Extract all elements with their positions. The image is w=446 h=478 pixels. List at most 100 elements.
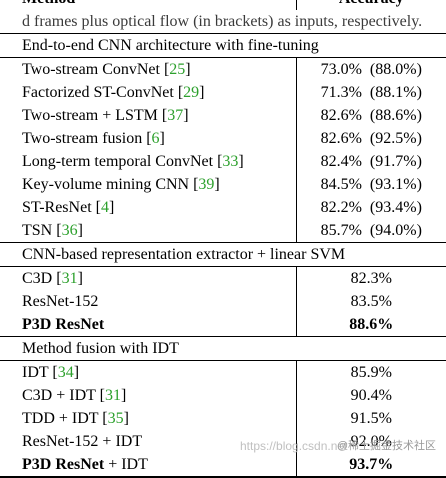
citation-link[interactable]: 34 bbox=[57, 363, 74, 381]
accuracy-value: 82.2% bbox=[320, 198, 362, 216]
method-name: Long-term temporal ConvNet bbox=[22, 152, 214, 170]
method-cell: Two-stream + LSTM [37] bbox=[0, 104, 297, 127]
table-row: ResNet-152 + IDT 92.0% bbox=[0, 430, 446, 453]
citation-link[interactable]: 31 bbox=[104, 386, 121, 404]
accuracy-flow-value: (88.6%) bbox=[369, 106, 422, 124]
header-row: Method Accuracy bbox=[0, 0, 446, 10]
table-row: Two-stream + LSTM [37] 82.6% (88.6%) bbox=[0, 104, 446, 127]
table-row: IDT [34] 85.9% bbox=[0, 360, 446, 385]
table-row: ResNet-152 83.5% bbox=[0, 290, 446, 313]
accuracy-cell: 83.5% bbox=[296, 290, 446, 313]
method-name: P3D ResNet bbox=[22, 315, 105, 333]
accuracy-flow-value: (93.4%) bbox=[369, 198, 422, 216]
accuracy-cell: 90.4% bbox=[296, 384, 446, 407]
section-header: End-to-end CNN architecture with fine-tu… bbox=[0, 33, 446, 58]
section-header: Method fusion with IDT bbox=[0, 336, 446, 361]
method-name: C3D + IDT bbox=[22, 386, 96, 404]
table-row: P3D ResNet 88.6% bbox=[0, 313, 446, 337]
accuracy-value: 91.5% bbox=[350, 409, 392, 427]
header-accuracy: Accuracy bbox=[296, 0, 446, 10]
caption-row: d frames plus optical flow (in brackets)… bbox=[0, 10, 446, 34]
method-name: P3D ResNet bbox=[22, 455, 105, 473]
citation-link[interactable]: 36 bbox=[61, 221, 78, 239]
method-name: Two-stream fusion bbox=[22, 129, 143, 147]
method-name: Two-stream ConvNet bbox=[22, 60, 160, 78]
accuracy-value: 82.6% bbox=[320, 106, 362, 124]
citation-link[interactable]: 39 bbox=[198, 175, 215, 193]
citation-link[interactable]: 6 bbox=[151, 129, 160, 147]
accuracy-flow-value: (91.7%) bbox=[369, 152, 422, 170]
method-name: TSN bbox=[22, 221, 53, 239]
caption-fragment: d frames plus optical flow (in brackets)… bbox=[22, 12, 423, 30]
citation-link[interactable]: 37 bbox=[167, 106, 184, 124]
table-row: TSN [36] 85.7% (94.0%) bbox=[0, 219, 446, 243]
section-title: End-to-end CNN architecture with fine-tu… bbox=[22, 36, 319, 54]
method-name: Two-stream + LSTM bbox=[22, 106, 158, 124]
method-cell: Factorized ST-ConvNet [29] bbox=[0, 81, 297, 104]
accuracy-flow-value: (88.1%) bbox=[369, 83, 422, 101]
citation-link[interactable]: 29 bbox=[183, 83, 200, 101]
section-title: CNN-based representation extractor + lin… bbox=[22, 245, 346, 263]
accuracy-cell: 82.2% (93.4%) bbox=[296, 196, 446, 219]
table-row: TDD + IDT [35] 91.5% bbox=[0, 407, 446, 430]
accuracy-value: 88.6% bbox=[349, 315, 394, 333]
section-title: Method fusion with IDT bbox=[22, 339, 179, 357]
table-row: ST-ResNet [4] 82.2% (93.4%) bbox=[0, 196, 446, 219]
method-suffix: + IDT bbox=[104, 455, 148, 473]
accuracy-value: 82.3% bbox=[350, 269, 392, 287]
method-cell: C3D [31] bbox=[0, 266, 297, 290]
accuracy-cell: 82.6% (92.5%) bbox=[296, 127, 446, 150]
accuracy-cell: 92.0% bbox=[296, 430, 446, 453]
method-cell: P3D ResNet + IDT bbox=[0, 453, 297, 477]
citation-link[interactable]: 4 bbox=[100, 198, 109, 216]
accuracy-value: 73.0% bbox=[320, 60, 362, 78]
table-row: Two-stream fusion [6] 82.6% (92.5%) bbox=[0, 127, 446, 150]
method-name: ResNet-152 + IDT bbox=[22, 432, 143, 450]
method-name: TDD + IDT bbox=[22, 409, 99, 427]
accuracy-flow-value: (94.0%) bbox=[369, 221, 422, 239]
method-cell: ResNet-152 + IDT bbox=[0, 430, 297, 453]
citation-link[interactable]: 35 bbox=[107, 409, 124, 427]
accuracy-cell: 84.5% (93.1%) bbox=[296, 173, 446, 196]
table-row: Long-term temporal ConvNet [33] 82.4% (91… bbox=[0, 150, 446, 173]
method-name: C3D bbox=[22, 269, 53, 287]
method-name: IDT bbox=[22, 363, 49, 381]
citation-link[interactable]: 25 bbox=[169, 60, 186, 78]
accuracy-value: 82.6% bbox=[320, 129, 362, 147]
accuracy-value: 92.0% bbox=[350, 432, 392, 450]
watermark-brand: @稀土掘金技术社区 bbox=[336, 440, 436, 452]
method-cell: ST-ResNet [4] bbox=[0, 196, 297, 219]
watermark-url: https://blog.csdn.net bbox=[240, 439, 348, 453]
method-name: ST-ResNet bbox=[22, 198, 92, 216]
accuracy-cell: 82.3% bbox=[296, 267, 446, 291]
citation-link[interactable]: 31 bbox=[61, 269, 78, 287]
method-name: Factorized ST-ConvNet bbox=[22, 83, 174, 101]
accuracy-value: 71.3% bbox=[320, 83, 362, 101]
method-cell: C3D + IDT [31] bbox=[0, 384, 297, 407]
accuracy-cell: 93.7% bbox=[296, 453, 446, 477]
accuracy-cell: 88.6% bbox=[296, 313, 446, 337]
accuracy-cell: 82.6% (88.6%) bbox=[296, 104, 446, 127]
accuracy-value: 85.7% bbox=[320, 221, 362, 239]
accuracy-cell: 85.9% bbox=[296, 361, 446, 385]
method-cell: TDD + IDT [35] bbox=[0, 407, 297, 430]
accuracy-cell: 85.7% (94.0%) bbox=[296, 219, 446, 243]
results-body: End-to-end CNN architecture with fine-tu… bbox=[0, 33, 446, 477]
method-name: ResNet-152 bbox=[22, 292, 99, 310]
table-row: Key-volume mining CNN [39] 84.5% (93.1%) bbox=[0, 173, 446, 196]
table-row: Two-stream ConvNet [25] 73.0% (88.0%) bbox=[0, 57, 446, 81]
accuracy-cell: 82.4% (91.7%) bbox=[296, 150, 446, 173]
method-cell: Long-term temporal ConvNet [33] bbox=[0, 150, 297, 173]
accuracy-value: 82.4% bbox=[320, 152, 362, 170]
accuracy-flow-value: (92.5%) bbox=[369, 129, 422, 147]
method-cell: TSN [36] bbox=[0, 219, 297, 243]
method-cell: ResNet-152 bbox=[0, 290, 297, 313]
section-header: CNN-based representation extractor + lin… bbox=[0, 242, 446, 267]
citation-link[interactable]: 33 bbox=[222, 152, 239, 170]
method-cell: Two-stream fusion [6] bbox=[0, 127, 297, 150]
accuracy-cell: 91.5% bbox=[296, 407, 446, 430]
method-cell: P3D ResNet bbox=[0, 313, 297, 337]
method-name: Key-volume mining CNN bbox=[22, 175, 190, 193]
table-row: C3D [31] 82.3% bbox=[0, 266, 446, 291]
